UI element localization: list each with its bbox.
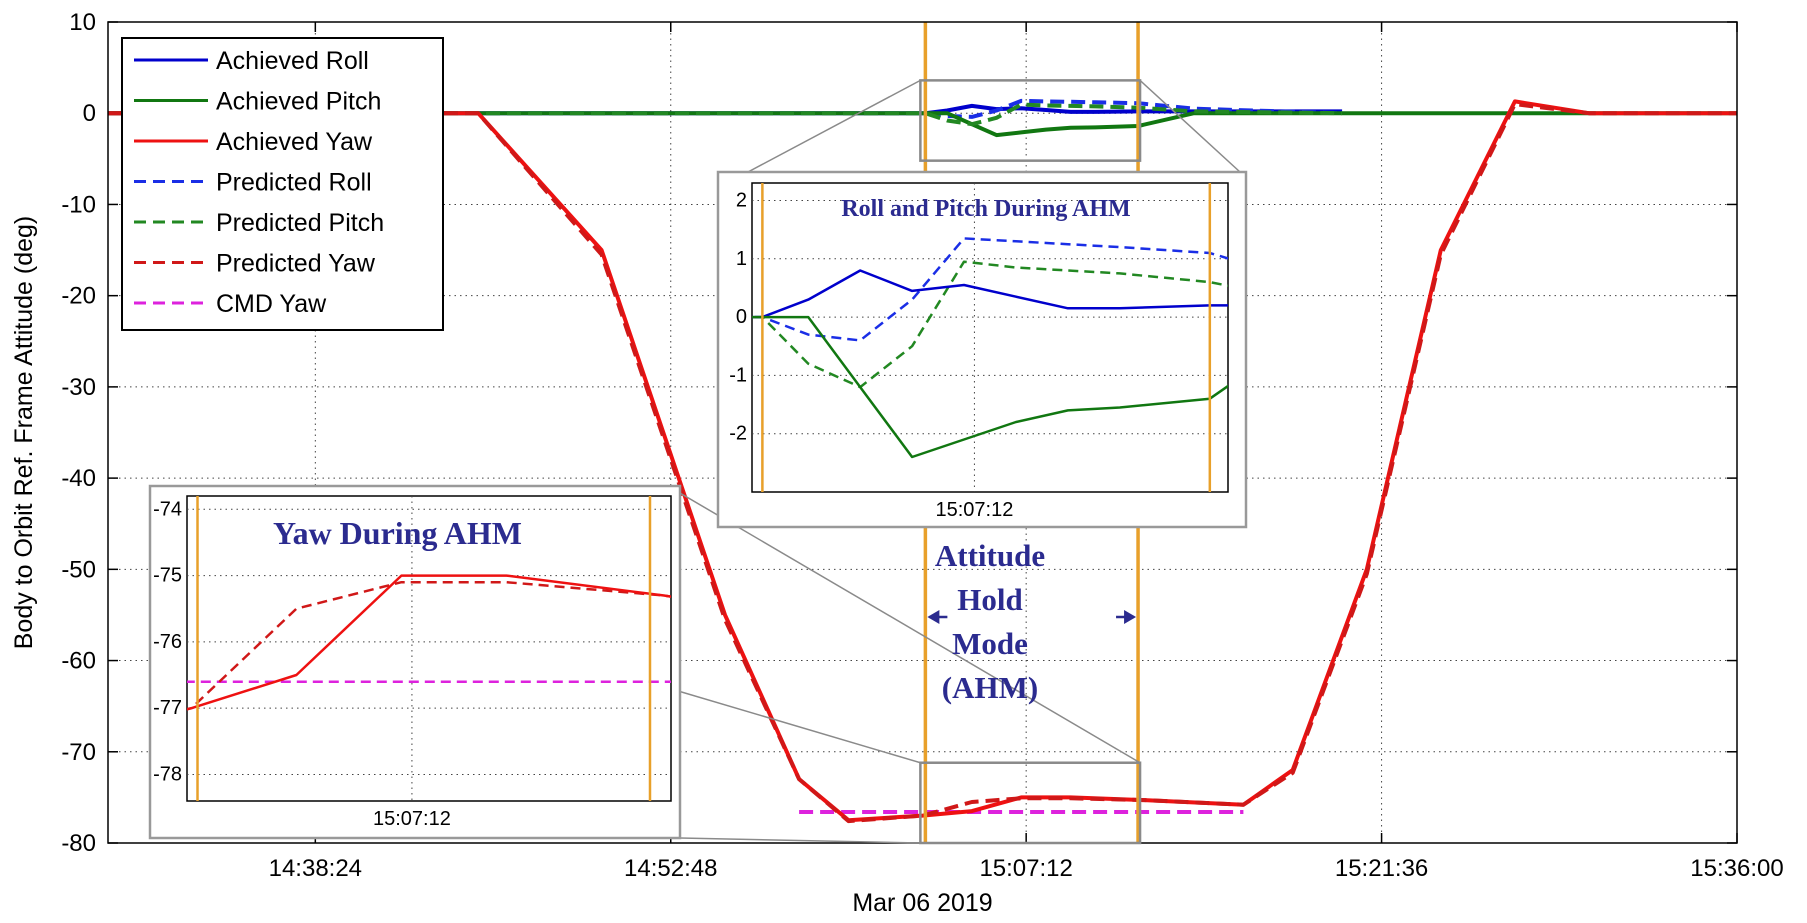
zoom-box-yaw: [919, 761, 1142, 845]
zoom-guide-line: [1139, 79, 1241, 173]
x-tick-labels: 14:38:24 14:52:48 15:07:12 15:21:36 15:36:00: [269, 855, 1784, 882]
y-tick-label: -70: [61, 739, 96, 766]
inset-series-line-achieved-pitch: [752, 315, 1228, 459]
inset-yaw: -74 -75 -76 -77 -78 15:07:12 Yaw During AHM: [148, 484, 682, 840]
y-tick-label: -80: [61, 830, 96, 857]
main-series-layer: [108, 22, 1737, 843]
series-line-predicted-pitch: [108, 102, 1343, 127]
inset-series-line-predicted-roll: [752, 237, 1228, 342]
y-tick-label: 10: [69, 9, 96, 36]
legend-label: Predicted Pitch: [216, 209, 384, 237]
annotation-line: Attitude: [935, 538, 1045, 573]
inset-y-tick-label: 2: [736, 189, 747, 211]
zoom-box-roll-pitch: [919, 79, 1142, 162]
x-tick-label: 14:52:48: [624, 855, 717, 882]
inset-series-line-predicted-pitch: [752, 260, 1228, 389]
inset-y-tick-label: 0: [736, 306, 747, 328]
legend-label: Predicted Roll: [216, 169, 372, 197]
inset-y-tick-label: -75: [153, 565, 182, 587]
inset-plot-frame: [186, 495, 672, 802]
y-tick-label: -20: [61, 283, 96, 310]
inset-title: Roll and Pitch During AHM: [841, 196, 1130, 222]
legend-label: Achieved Yaw: [216, 128, 373, 156]
annotation-line: Hold: [957, 582, 1022, 617]
y-tick-labels: 10 0 -10 -20 -30 -40 -50 -60 -70 -80: [61, 9, 96, 857]
legend-label: Achieved Roll: [216, 47, 369, 75]
inset-y-tick-label: -74: [153, 498, 182, 520]
x-axis-label: Mar 06 2019: [852, 889, 992, 917]
inset-title: Yaw During AHM: [273, 515, 522, 551]
inset-y-tick-label: 1: [736, 248, 747, 270]
annotation-line: (AHM): [942, 670, 1038, 705]
y-tick-label: -60: [61, 648, 96, 675]
inset-y-tick-label: -1: [729, 364, 747, 386]
zoom-guide-line: [667, 687, 921, 764]
y-tick-label: -30: [61, 374, 96, 401]
inset-y-tick-label: -2: [729, 423, 747, 445]
zoom-guide-line: [667, 485, 1141, 764]
x-tick-label: 15:36:00: [1690, 855, 1783, 882]
series-line-achieved-roll: [108, 103, 1343, 116]
series-line-predicted-yaw: [108, 102, 1737, 824]
x-tick-label: 15:07:12: [979, 855, 1072, 882]
inset-x-tick-label: 15:07:12: [373, 808, 451, 830]
inset-roll-pitch: 2 1 0 -1 -2 15:07:12 Roll and Pitch During AHM: [716, 170, 1248, 529]
inset-y-tick-label: -78: [153, 763, 182, 785]
inset-y-tick-label: -76: [153, 631, 182, 653]
inset-y-tick-label: -77: [153, 697, 182, 719]
zoom-guide-line: [679, 837, 921, 844]
legend-label: CMD Yaw: [216, 290, 327, 318]
arrow-right-head: [1124, 610, 1137, 624]
y-axis-label: Body to Orbit Ref. Frame Attitude (deg): [10, 216, 38, 650]
series-line-achieved-pitch: [108, 111, 1737, 138]
inset-series-layer: [187, 496, 671, 801]
inset-series-line-achieved-yaw: [187, 574, 671, 711]
annotation-line: Mode: [952, 626, 1028, 661]
ahm-annotation: Attitude Hold Mode (AHM): [927, 538, 1137, 705]
x-tick-label: 14:38:24: [269, 855, 362, 882]
y-tick-label: -10: [61, 191, 96, 218]
inset-x-tick-label: 15:07:12: [935, 499, 1013, 521]
series-line-predicted-roll: [108, 98, 1343, 119]
zoom-guide-line: [747, 79, 921, 173]
arrow-left-head: [927, 610, 940, 624]
y-tick-label: -40: [61, 465, 96, 492]
legend-label: Predicted Yaw: [216, 250, 376, 278]
inset-series-layer: [752, 183, 1228, 492]
legend-box: [121, 37, 444, 331]
y-tick-label: 0: [83, 100, 96, 127]
inset-series-line-achieved-roll: [752, 269, 1228, 319]
y-tick-label: -50: [61, 556, 96, 583]
x-tick-label: 15:21:36: [1335, 855, 1428, 882]
zoom-guides: [667, 79, 1241, 845]
legend: Achieved Roll Achieved Pitch Achieved Yaw P…: [121, 37, 444, 331]
legend-label: Achieved Pitch: [216, 88, 381, 116]
